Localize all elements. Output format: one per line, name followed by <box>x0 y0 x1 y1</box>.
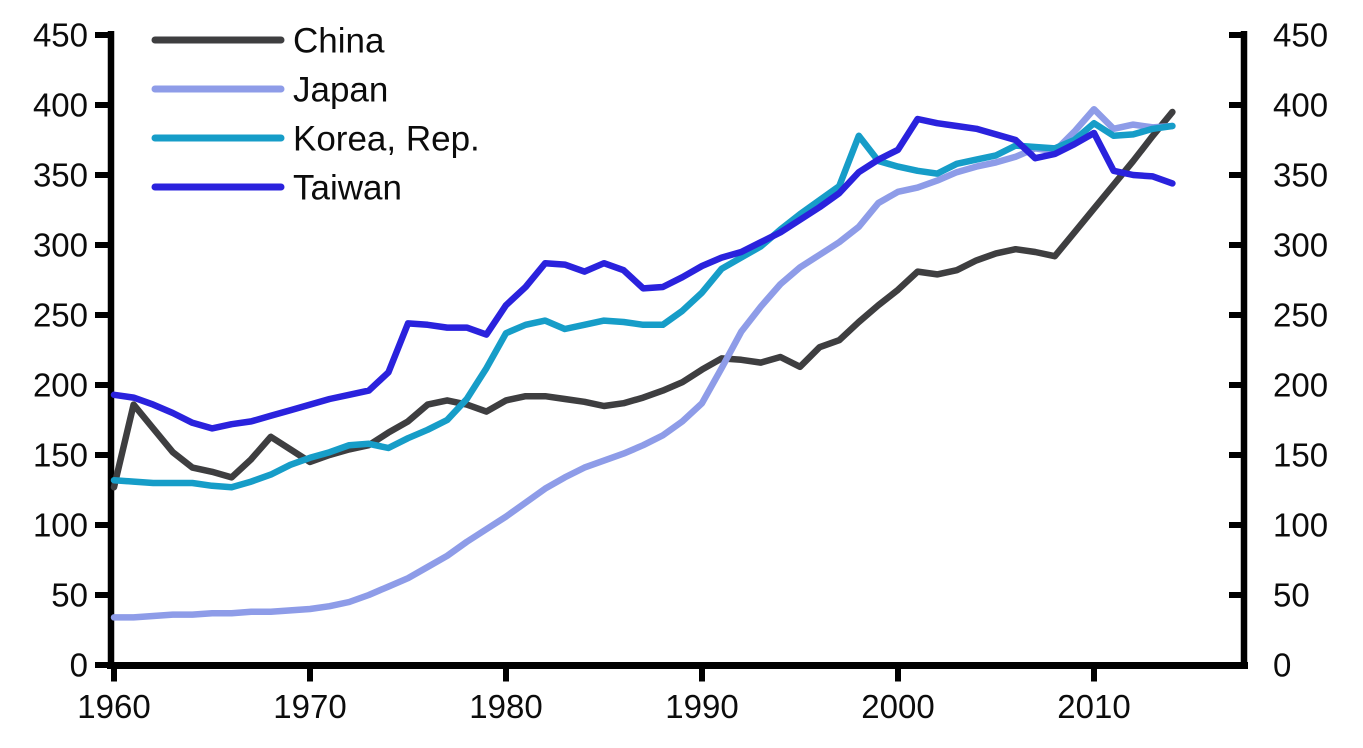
legend-label-china: China <box>293 22 385 61</box>
series-line-china <box>110 108 1176 491</box>
y-tick-label-left-150: 150 <box>33 437 88 474</box>
x-tick-label-1970: 1970 <box>273 688 346 725</box>
y-tick-label-right-100: 100 <box>1273 507 1328 544</box>
legend-item-korea-rep: Korea, Rep. <box>151 120 480 159</box>
y-tick-label-left-450: 450 <box>33 17 88 54</box>
legend-label-taiwan: Taiwan <box>293 169 402 208</box>
y-tick-label-left-50: 50 <box>51 577 88 614</box>
y-tick-label-left-200: 200 <box>33 367 88 404</box>
x-tick-label-1960: 1960 <box>77 688 150 725</box>
legend-item-japan: Japan <box>151 71 388 110</box>
x-tick-label-1980: 1980 <box>469 688 542 725</box>
y-tick-label-left-250: 250 <box>33 297 88 334</box>
x-tick-label-1990: 1990 <box>665 688 738 725</box>
y-tick-label-right-200: 200 <box>1273 367 1328 404</box>
x-tick-label-2000: 2000 <box>861 688 934 725</box>
y-tick-label-right-0: 0 <box>1273 647 1291 684</box>
series-line-japan <box>110 105 1176 621</box>
legend-label-japan: Japan <box>293 71 388 110</box>
y-tick-label-left-0: 0 <box>70 647 88 684</box>
y-tick-label-right-150: 150 <box>1273 437 1328 474</box>
legend-item-china: China <box>151 22 385 61</box>
legend-label-korea-rep: Korea, Rep. <box>293 120 480 159</box>
legend-item-taiwan: Taiwan <box>151 169 402 208</box>
y-tick-label-left-300: 300 <box>33 227 88 264</box>
y-tick-label-left-400: 400 <box>33 87 88 124</box>
series-line-taiwan <box>110 115 1176 432</box>
y-tick-label-right-50: 50 <box>1273 577 1310 614</box>
y-tick-label-right-350: 350 <box>1273 157 1328 194</box>
series-line-korea-rep <box>110 119 1176 491</box>
x-tick-label-2010: 2010 <box>1057 688 1130 725</box>
y-tick-label-right-250: 250 <box>1273 297 1328 334</box>
y-tick-label-right-400: 400 <box>1273 87 1328 124</box>
y-tick-label-right-300: 300 <box>1273 227 1328 264</box>
legend: China Japan Korea, Rep. Taiwan <box>151 22 480 208</box>
y-tick-label-left-350: 350 <box>33 157 88 194</box>
y-tick-label-left-100: 100 <box>33 507 88 544</box>
y-tick-label-right-450: 450 <box>1273 17 1328 54</box>
